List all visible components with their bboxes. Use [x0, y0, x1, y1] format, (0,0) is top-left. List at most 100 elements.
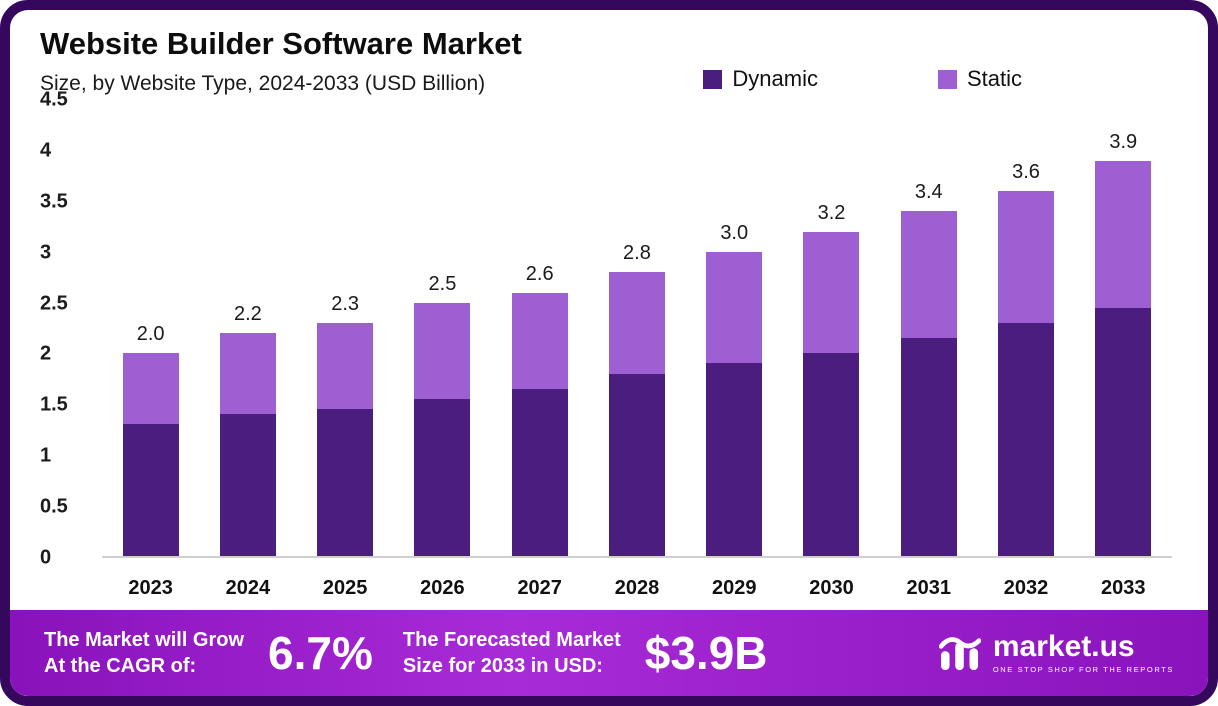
x-axis: 2023 2024 2025 2026 2027 2028 2029 2030 2031 2032…: [102, 564, 1172, 610]
bar-segment-dynamic: [998, 322, 1055, 556]
chart-header: Website Builder Software Market Size, by…: [10, 10, 1208, 96]
x-axis-label: 2023: [128, 577, 173, 599]
y-tick-label: 2: [40, 342, 52, 365]
bar-stack: [608, 272, 665, 556]
forecast-label: The Forecasted Market Size for 2033 in U…: [403, 627, 621, 679]
x-axis-label: 2033: [1101, 577, 1146, 599]
bar-segment-static: [414, 302, 471, 399]
bar-segment-dynamic: [122, 424, 179, 557]
bar-segment-dynamic: [706, 363, 763, 557]
bar-column: 2.8: [588, 100, 685, 556]
bar-segment-dynamic: [1095, 307, 1152, 556]
cagr-value: 6.7%: [268, 627, 373, 679]
title-block: Website Builder Software Market Size, by…: [40, 26, 522, 96]
bar-total-label: 3.2: [817, 201, 846, 224]
x-axis-label: 2028: [614, 577, 660, 599]
bar-total-label: 2.3: [331, 292, 360, 315]
bar-total-label: 2.5: [428, 272, 457, 295]
forecast-label-line2: Size for 2033 in USD:: [402, 655, 603, 677]
bar-stack: [122, 353, 179, 557]
bar-total-label: 2.2: [233, 303, 262, 326]
bar-column: 3.6: [977, 100, 1074, 556]
footer-banner: The Market will Grow At the CAGR of: 6.7…: [10, 610, 1208, 696]
bar-stack: [803, 231, 860, 556]
plot-area: 2.0 2.2 2.3 2.5 2.6 2.8 3.0 3.2 3.4 3.6 3.9: [102, 100, 1172, 558]
bar-segment-dynamic: [414, 398, 471, 556]
bar-stack: [317, 322, 374, 556]
x-axis-label: 2029: [711, 577, 757, 599]
bar-column: 2.0: [102, 100, 199, 557]
bar-total-label: 2.6: [525, 262, 554, 285]
brand-text: market.us ONE STOP SHOP FOR THE REPORTS: [993, 632, 1174, 674]
brand-name: market.us: [992, 630, 1135, 664]
x-axis-label: 2025: [322, 577, 368, 599]
x-axis-label: 2027: [517, 577, 562, 599]
y-tick-label: 1: [40, 444, 52, 467]
cagr-label-line2: At the CAGR of:: [44, 655, 197, 677]
y-tick-label: 4.5: [40, 88, 68, 111]
x-axis-label: 2026: [420, 577, 465, 599]
bar-stack: [414, 302, 471, 556]
legend-label-dynamic: Dynamic: [732, 66, 818, 91]
market-us-icon: [938, 637, 981, 671]
bar-column: 3.9: [1075, 100, 1172, 556]
bar-segment-static: [122, 353, 179, 425]
y-axis: 0 0.5 1 1.5 2 2.5 3 3.5 4 4.5: [40, 89, 102, 569]
bar-column: 2.3: [297, 100, 394, 556]
bar-column: 2.6: [491, 100, 588, 556]
x-axis-label: 2030: [809, 577, 854, 599]
bar-segment-static: [1095, 160, 1152, 308]
forecast-value: $3.9B: [644, 627, 768, 679]
y-tick-label: 1.5: [40, 393, 68, 416]
bar-stack: [1095, 160, 1152, 556]
bar-stack: [706, 252, 763, 557]
chart-area: 0 0.5 1 1.5 2 2.5 3 3.5 4 4.5 2.0 2.2 2.3 2.5 2.6 2.8 3…: [40, 89, 1172, 610]
brand-tagline: ONE STOP SHOP FOR THE REPORTS: [992, 665, 1174, 675]
y-tick-label: 0.5: [40, 495, 68, 518]
bar-column: 3.4: [880, 100, 977, 556]
bar-column: 2.5: [394, 100, 491, 556]
bar-total-label: 3.0: [720, 222, 749, 245]
bar-segment-static: [998, 191, 1055, 323]
bar-segment-static: [219, 333, 276, 415]
legend-label-static: Static: [966, 66, 1022, 91]
bar-stack: [900, 211, 957, 556]
bar-stack: [998, 191, 1055, 556]
bar-column: 3.2: [783, 100, 880, 556]
legend: Dynamic Static: [703, 66, 1022, 92]
bar-column: 2.2: [199, 100, 296, 556]
bar-column: 3.0: [686, 100, 783, 557]
y-tick-label: 4: [40, 139, 52, 162]
y-tick-label: 3.5: [40, 190, 68, 213]
bar-segment-static: [317, 322, 374, 410]
bar-stack: [219, 333, 276, 556]
legend-item-dynamic: Dynamic: [703, 66, 818, 92]
bar-segment-static: [511, 292, 568, 389]
legend-item-static: Static: [937, 66, 1022, 92]
bar-segment-static: [803, 231, 860, 354]
bar-total-label: 2.8: [623, 242, 651, 265]
bar-total-label: 3.4: [914, 181, 943, 204]
bar-segment-dynamic: [219, 414, 276, 556]
x-axis-label: 2031: [906, 577, 952, 599]
legend-swatch-static-icon: [937, 69, 957, 89]
page-subtitle: Size, by Website Type, 2024-2033 (USD Bi…: [40, 72, 486, 95]
cagr-label: The Market will Grow At the CAGR of:: [44, 627, 244, 679]
bar-total-label: 3.9: [1109, 130, 1138, 153]
bar-segment-static: [900, 211, 957, 339]
legend-swatch-dynamic-icon: [703, 69, 723, 89]
y-tick-label: 2.5: [40, 292, 68, 315]
x-axis-label: 2024: [225, 577, 271, 599]
brand-logo: market.us ONE STOP SHOP FOR THE REPORTS: [938, 632, 1174, 674]
y-tick-label: 3: [40, 241, 52, 264]
page-title: Website Builder Software Market: [40, 26, 522, 61]
x-axis-label: 2032: [1003, 577, 1049, 599]
bar-segment-dynamic: [608, 373, 665, 556]
y-tick-label: 0: [40, 546, 52, 569]
bar-stack: [511, 292, 568, 556]
bar-total-label: 3.6: [1012, 161, 1040, 184]
bar-segment-dynamic: [900, 338, 957, 556]
forecast-label-line1: The Forecasted Market: [402, 629, 621, 651]
bar-total-label: 2.0: [136, 323, 165, 346]
